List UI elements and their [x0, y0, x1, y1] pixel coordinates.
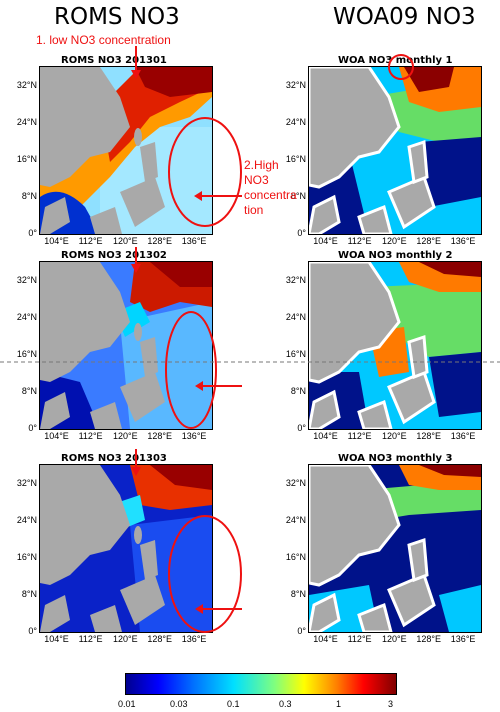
y-tick-label: 32°N [285, 477, 306, 488]
x-tick-label: 112°E [78, 634, 103, 644]
panel-title-woa-3: WOA NO3 monthly 3 [338, 453, 453, 464]
x-tick-label: 136°E [181, 431, 207, 441]
y-tick-label: 24°N [16, 514, 37, 525]
y-tick-label: 8°N [290, 588, 306, 599]
x-tick-label: 128°E [416, 431, 442, 441]
annotation-high-no3: 2.High NO3 concentra tion [244, 158, 297, 217]
heatmap-woa-3 [309, 465, 481, 632]
x-tick-label: 120°E [113, 634, 138, 644]
x-tick-label: 128°E [416, 236, 442, 246]
y-tick-label: 8°N [21, 385, 37, 396]
x-tick-label: 128°E [147, 634, 173, 644]
x-tick-label: 136°E [450, 236, 476, 246]
map-roms-1 [39, 66, 213, 235]
x-tick-label: 112°E [78, 431, 103, 441]
x-tick-label: 120°E [382, 236, 407, 246]
x-tick-label: 128°E [416, 634, 442, 644]
x-tick-label: 128°E [147, 236, 173, 246]
annotation-low-no3: 1. low NO3 concentration [36, 33, 171, 47]
panel-title-woa-1: WOA NO3 monthly 1 [338, 55, 453, 66]
y-tick-label: 24°N [16, 116, 37, 127]
colorbar-tick-label: 1 [335, 699, 341, 709]
heatmap-roms-2 [40, 262, 212, 429]
heatmap-roms-3 [40, 465, 212, 632]
heatmap-roms-1 [40, 67, 212, 234]
x-tick-label: 120°E [113, 236, 138, 246]
map-roms-3 [39, 464, 213, 633]
x-tick-label: 128°E [147, 431, 173, 441]
y-tick-label: 0° [297, 228, 306, 238]
woa-column-title: WOA09 NO3 [333, 4, 476, 30]
y-tick-label: 16°N [16, 551, 37, 562]
x-tick-label: 104°E [313, 236, 338, 246]
y-tick-label: 0° [28, 423, 37, 433]
colorbar-tick-label: 3 [388, 699, 394, 709]
y-tick-label: 32°N [16, 477, 37, 488]
y-tick-label: 0° [28, 626, 37, 636]
map-woa-2 [308, 261, 482, 430]
colorbar-tick-label: 0.03 [170, 699, 188, 709]
y-tick-label: 8°N [290, 385, 306, 396]
x-tick-label: 104°E [44, 634, 69, 644]
y-tick-label: 32°N [285, 274, 306, 285]
panel-title-roms-1: ROMS NO3 201301 [61, 55, 167, 66]
x-tick-label: 104°E [44, 431, 69, 441]
x-tick-label: 112°E [347, 236, 372, 246]
y-tick-label: 32°N [285, 79, 306, 90]
y-tick-label: 16°N [285, 348, 306, 359]
roms-column-title: ROMS NO3 [54, 4, 180, 30]
y-tick-label: 16°N [16, 348, 37, 359]
x-tick-label: 104°E [313, 431, 338, 441]
x-tick-label: 104°E [313, 634, 338, 644]
heatmap-woa-1 [309, 67, 481, 234]
y-tick-label: 32°N [16, 274, 37, 285]
x-tick-label: 120°E [382, 634, 407, 644]
y-tick-label: 24°N [16, 311, 37, 322]
panel-title-roms-2: ROMS NO3 201302 [61, 250, 167, 261]
map-woa-1 [308, 66, 482, 235]
colorbar-tick-label: 0.3 [279, 699, 292, 709]
x-tick-label: 112°E [347, 431, 372, 441]
y-tick-label: 8°N [290, 190, 306, 201]
y-tick-label: 16°N [16, 153, 37, 164]
y-tick-label: 0° [28, 228, 37, 238]
x-tick-label: 112°E [347, 634, 372, 644]
y-tick-label: 8°N [21, 588, 37, 599]
y-tick-label: 8°N [21, 190, 37, 201]
x-tick-label: 104°E [44, 236, 69, 246]
x-tick-label: 136°E [181, 634, 207, 644]
x-tick-label: 120°E [113, 431, 138, 441]
y-tick-label: 0° [297, 423, 306, 433]
y-tick-label: 24°N [285, 116, 306, 127]
heatmap-woa-2 [309, 262, 481, 429]
colorbar-tick-label: 0.1 [226, 699, 240, 709]
y-tick-label: 24°N [285, 311, 306, 322]
panel-title-roms-3: ROMS NO3 201303 [61, 453, 167, 464]
x-tick-label: 120°E [382, 431, 407, 441]
y-tick-label: 16°N [285, 153, 306, 164]
x-tick-label: 136°E [450, 431, 476, 441]
panel-title-woa-2: WOA NO3 monthly 2 [338, 250, 453, 261]
y-tick-label: 0° [297, 626, 306, 636]
y-tick-label: 24°N [285, 514, 306, 525]
map-woa-3 [308, 464, 482, 633]
x-tick-label: 136°E [181, 236, 207, 246]
x-tick-label: 112°E [78, 236, 103, 246]
colorbar-tick-label: 0.01 [118, 699, 136, 709]
y-tick-label: 32°N [16, 79, 37, 90]
colorbar [125, 673, 397, 695]
y-tick-label: 16°N [285, 551, 306, 562]
x-tick-label: 136°E [450, 634, 476, 644]
map-roms-2 [39, 261, 213, 430]
